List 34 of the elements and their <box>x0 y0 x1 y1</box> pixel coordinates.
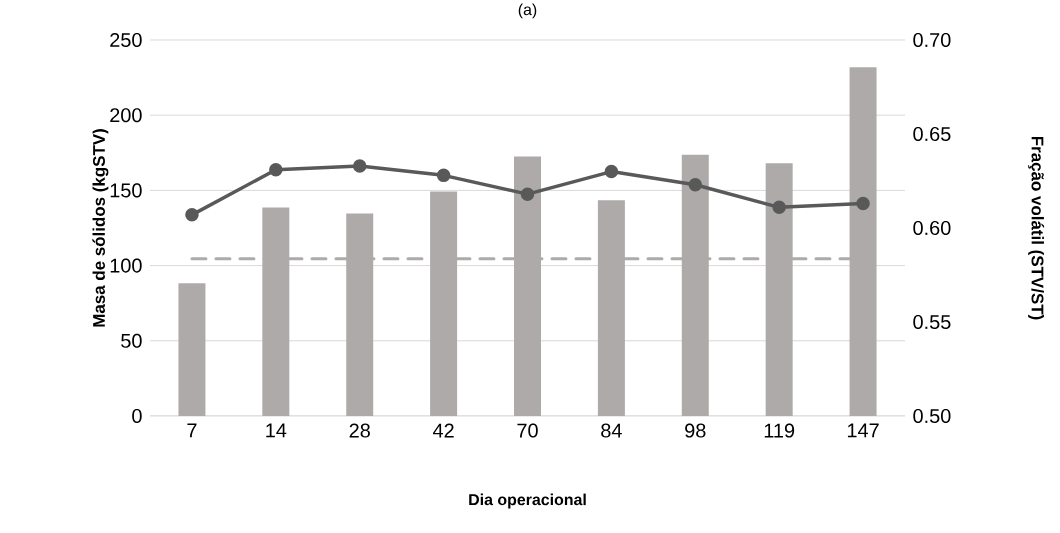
y2-tick-label: 0.50 <box>913 408 951 424</box>
point <box>185 208 199 222</box>
x-tick-label: 147 <box>847 423 879 438</box>
point <box>520 187 535 201</box>
x-tick-label: 14 <box>266 423 287 438</box>
y2-tick-label: 0.60 <box>913 220 951 236</box>
x-tick-label: 84 <box>601 423 622 438</box>
chart-title: (a) <box>518 3 537 19</box>
x-tick-label: 28 <box>349 423 370 438</box>
x-axis-title: Dia operacional <box>469 493 586 509</box>
y-tick-label: 50 <box>121 333 142 348</box>
bar <box>178 283 206 416</box>
y2-tick-label: 0.65 <box>913 126 951 142</box>
point <box>436 168 451 183</box>
y-tick-label: 200 <box>110 108 142 123</box>
y-axis-title: Masa de sólidos (kgSTV) <box>92 129 109 327</box>
y2-tick-label: 0.70 <box>913 32 951 48</box>
x-tick-label: 119 <box>764 423 795 438</box>
point <box>856 196 870 211</box>
y-tick-label: 250 <box>110 32 142 48</box>
point <box>604 164 619 179</box>
point <box>352 159 367 173</box>
x-tick-label: 42 <box>432 423 454 438</box>
y2-tick-label: 0.55 <box>913 314 951 330</box>
y-tick-label: 150 <box>110 183 142 198</box>
y2-axis-title: Fração volátil (STV/ST) <box>1028 136 1045 320</box>
point <box>269 162 283 177</box>
point <box>772 200 786 215</box>
x-tick-label: 7 <box>187 423 197 438</box>
x-tick-label: 98 <box>685 423 706 438</box>
point <box>688 178 703 192</box>
y-tick-label: 0 <box>132 408 142 424</box>
x-tick-label: 70 <box>517 423 538 438</box>
y-tick-label: 100 <box>110 258 142 273</box>
